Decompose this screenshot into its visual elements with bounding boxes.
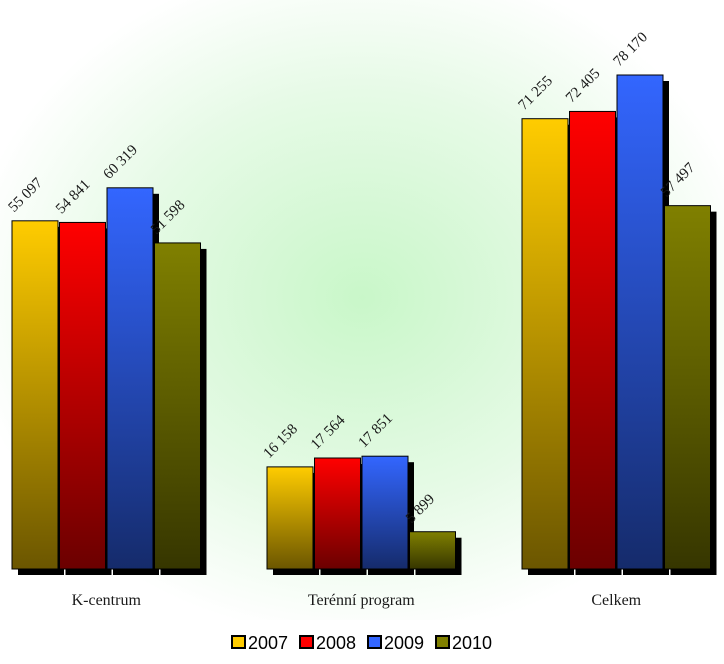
- bar-2007-2: [521, 118, 569, 570]
- bar-2007-0: [11, 220, 59, 570]
- bar-2009-0: [106, 187, 154, 570]
- legend-swatch: [231, 635, 246, 649]
- bar-2009-1: [361, 455, 409, 570]
- bar-2010-0: [154, 242, 201, 570]
- category-label: Terénní program: [308, 592, 415, 609]
- legend-label: 2010: [452, 633, 492, 653]
- bar-2007-1: [266, 466, 314, 570]
- category-label: Celkem: [591, 592, 641, 609]
- legend-label: 2007: [248, 633, 288, 653]
- legend-swatch: [367, 635, 382, 649]
- bar-2008-1: [314, 457, 361, 570]
- category-label: K-centrum: [72, 592, 142, 609]
- legend-label: 2008: [316, 633, 356, 653]
- bar-2010-1: [409, 531, 456, 570]
- category-axis: K-centrum Terénní program Celkem: [72, 592, 642, 609]
- bar-2010-2: [664, 205, 711, 570]
- legend: 2007 2008 2009 2010: [231, 633, 492, 653]
- bars: [11, 74, 717, 576]
- legend-swatch: [299, 635, 314, 649]
- bar-2008-2: [569, 110, 616, 570]
- legend-swatch: [435, 635, 450, 649]
- bar-2008-0: [59, 221, 106, 570]
- bar-2009-2: [616, 74, 664, 570]
- legend-label: 2009: [384, 633, 424, 653]
